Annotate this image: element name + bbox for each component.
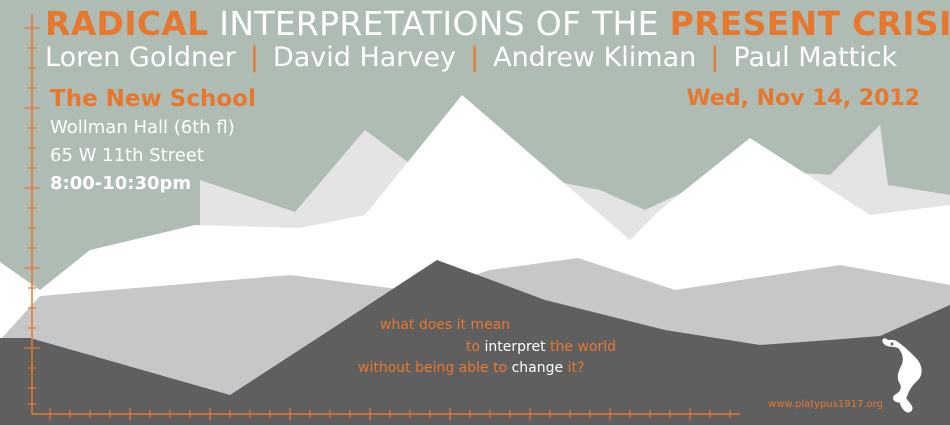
poster-title: RADICAL INTERPRETATIONS OF THE PRESENT C…	[45, 7, 950, 40]
question-text: to	[466, 339, 485, 355]
question-line-2: to interpret the world	[466, 340, 616, 354]
event-time: 8:00-10:30pm	[50, 173, 192, 194]
event-date: Wed, Nov 14, 2012	[686, 86, 920, 111]
speaker-separator: |	[710, 42, 720, 73]
title-present-crisis: PRESENT CRISIS	[669, 4, 950, 43]
speaker-list: Loren Goldner | David Harvey | Andrew Kliman…	[45, 44, 897, 71]
speaker-name: Loren Goldner	[45, 42, 236, 73]
title-radical: RADICAL	[45, 4, 209, 43]
venue-address: 65 W 11th Street	[50, 145, 204, 166]
ruler-vertical-ticks	[24, 27, 40, 405]
question-text: it?	[563, 360, 585, 376]
speaker-name: David Harvey	[272, 42, 456, 73]
question-text: the world	[545, 339, 617, 355]
platypus-logo-icon	[882, 338, 922, 413]
question-emphasis: interpret	[484, 339, 546, 355]
question-emphasis: change	[511, 360, 564, 376]
speaker-name: Paul Mattick	[733, 42, 898, 73]
question-text: without being able to	[358, 360, 512, 376]
question-line-3: without being able to change it?	[358, 361, 584, 375]
speaker-separator: |	[469, 42, 480, 73]
venue-name: The New School	[50, 86, 256, 112]
website-url: www.platypus1917.org	[768, 399, 883, 410]
speaker-separator: |	[249, 42, 259, 73]
ruler-horizontal-ticks	[49, 408, 731, 420]
foreground-mountain-range	[0, 260, 950, 425]
speaker-name: Andrew Kliman	[493, 42, 697, 73]
venue-hall: Wollman Hall (6th fl)	[50, 117, 235, 138]
title-middle: INTERPRETATIONS OF THE	[208, 4, 670, 43]
question-line-1: what does it mean	[380, 317, 511, 333]
